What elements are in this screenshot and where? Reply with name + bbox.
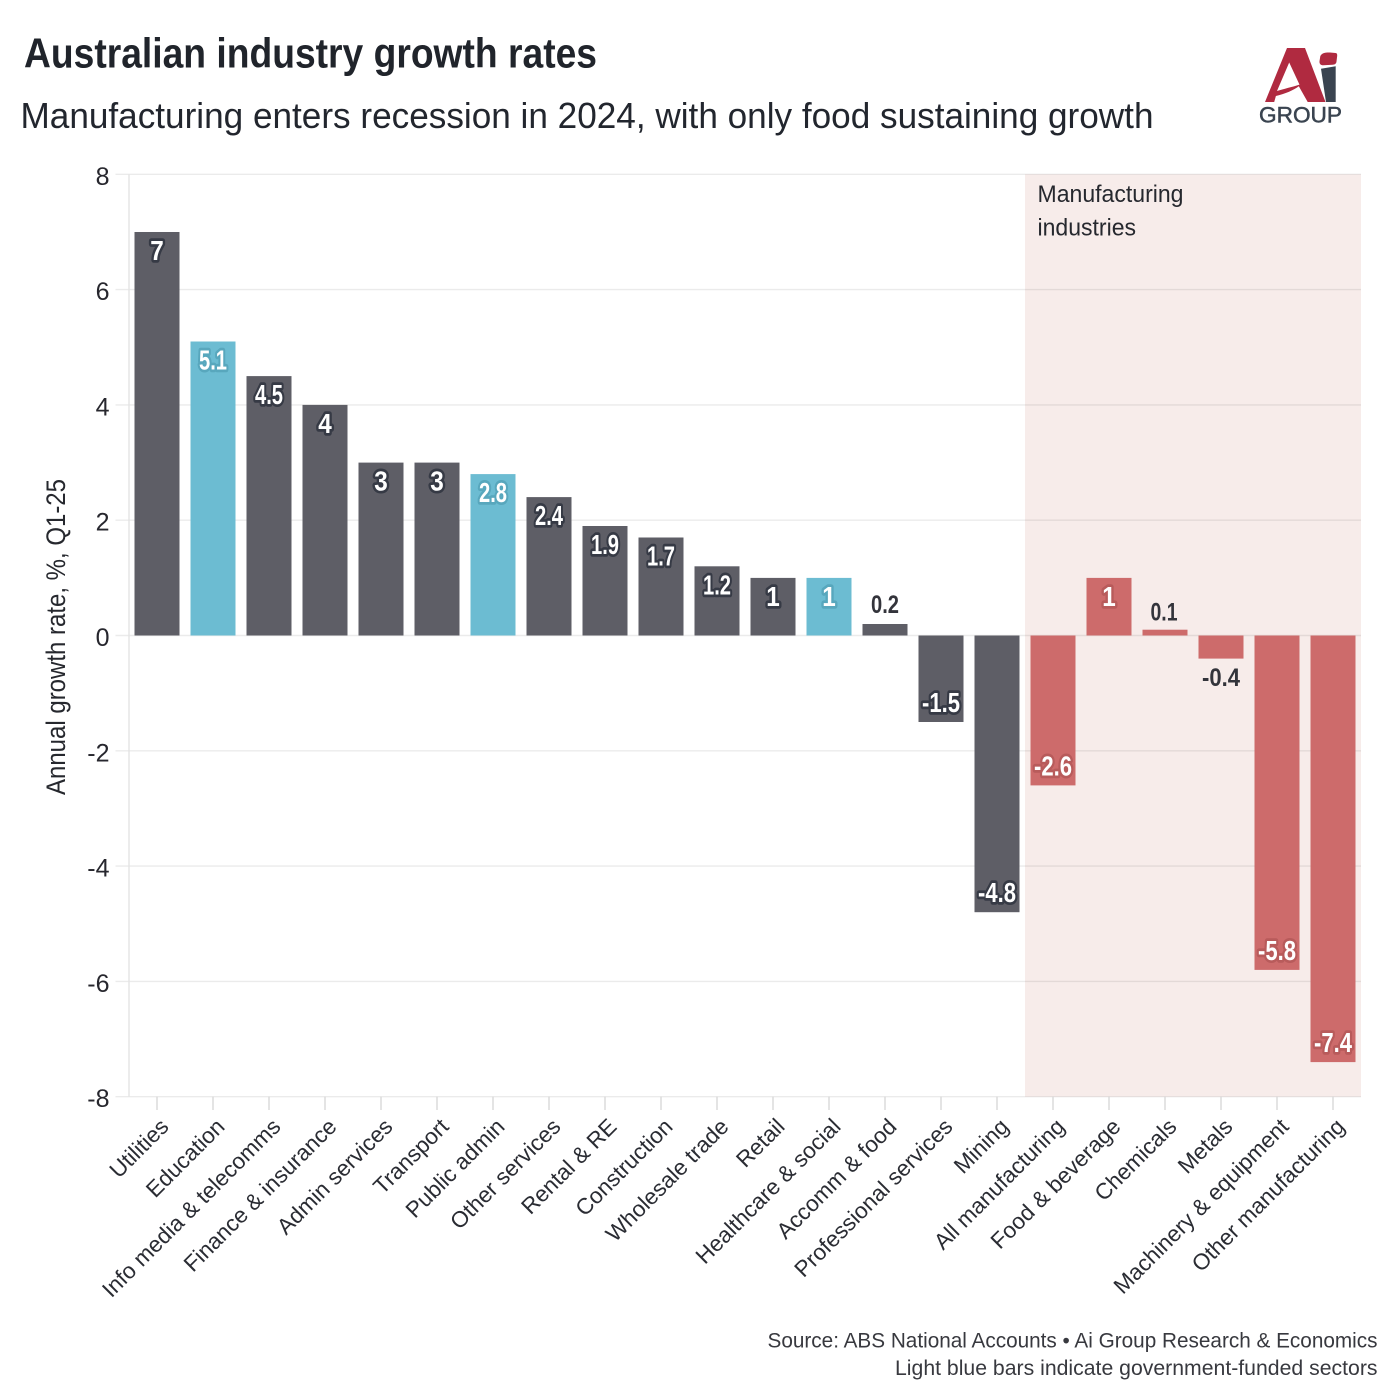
svg-text:-7.4: -7.4 [1314, 1027, 1353, 1058]
svg-text:1.2: 1.2 [703, 569, 731, 600]
svg-text:-0.4: -0.4 [1202, 664, 1240, 692]
svg-text:-8: -8 [87, 1085, 109, 1113]
svg-text:7: 7 [150, 235, 164, 266]
svg-text:-4: -4 [87, 855, 109, 883]
svg-text:2.4: 2.4 [535, 500, 564, 531]
svg-text:3: 3 [430, 466, 444, 497]
svg-text:-6: -6 [87, 970, 109, 998]
svg-text:Source: ABS National Accounts: Source: ABS National Accounts • Ai Group… [768, 1329, 1378, 1353]
svg-text:4: 4 [318, 408, 332, 439]
svg-text:4.5: 4.5 [255, 379, 283, 410]
svg-text:1: 1 [1102, 581, 1116, 612]
svg-text:Manufacturing enters recession: Manufacturing enters recession in 2024, … [21, 95, 1154, 136]
svg-text:1: 1 [822, 581, 836, 612]
svg-text:Annual growth rate, %, Q1-25: Annual growth rate, %, Q1-25 [41, 479, 71, 795]
svg-text:-4.8: -4.8 [978, 877, 1016, 908]
svg-text:Manufacturing: Manufacturing [1038, 181, 1184, 208]
svg-text:0.1: 0.1 [1151, 599, 1178, 627]
svg-text:Light blue bars indicate gover: Light blue bars indicate government-fund… [895, 1356, 1378, 1380]
svg-text:5.1: 5.1 [199, 345, 227, 376]
svg-text:-2.6: -2.6 [1034, 750, 1072, 781]
svg-text:2: 2 [96, 509, 110, 537]
svg-text:1.9: 1.9 [591, 529, 619, 560]
svg-text:0.2: 0.2 [871, 591, 899, 619]
svg-text:1: 1 [766, 581, 780, 612]
svg-text:-2: -2 [87, 739, 109, 767]
svg-text:Australian industry growth rat: Australian industry growth rates [24, 30, 597, 77]
svg-text:2.8: 2.8 [479, 477, 507, 508]
svg-text:1.7: 1.7 [647, 541, 675, 572]
svg-text:-1.5: -1.5 [922, 687, 960, 718]
svg-text:3: 3 [374, 466, 388, 497]
svg-text:6: 6 [96, 278, 110, 306]
svg-text:-5.8: -5.8 [1258, 935, 1296, 966]
svg-text:0: 0 [96, 624, 110, 652]
svg-text:GROUP: GROUP [1259, 102, 1342, 127]
svg-text:4: 4 [96, 393, 110, 421]
svg-text:8: 8 [96, 163, 110, 191]
svg-text:industries: industries [1038, 214, 1137, 241]
